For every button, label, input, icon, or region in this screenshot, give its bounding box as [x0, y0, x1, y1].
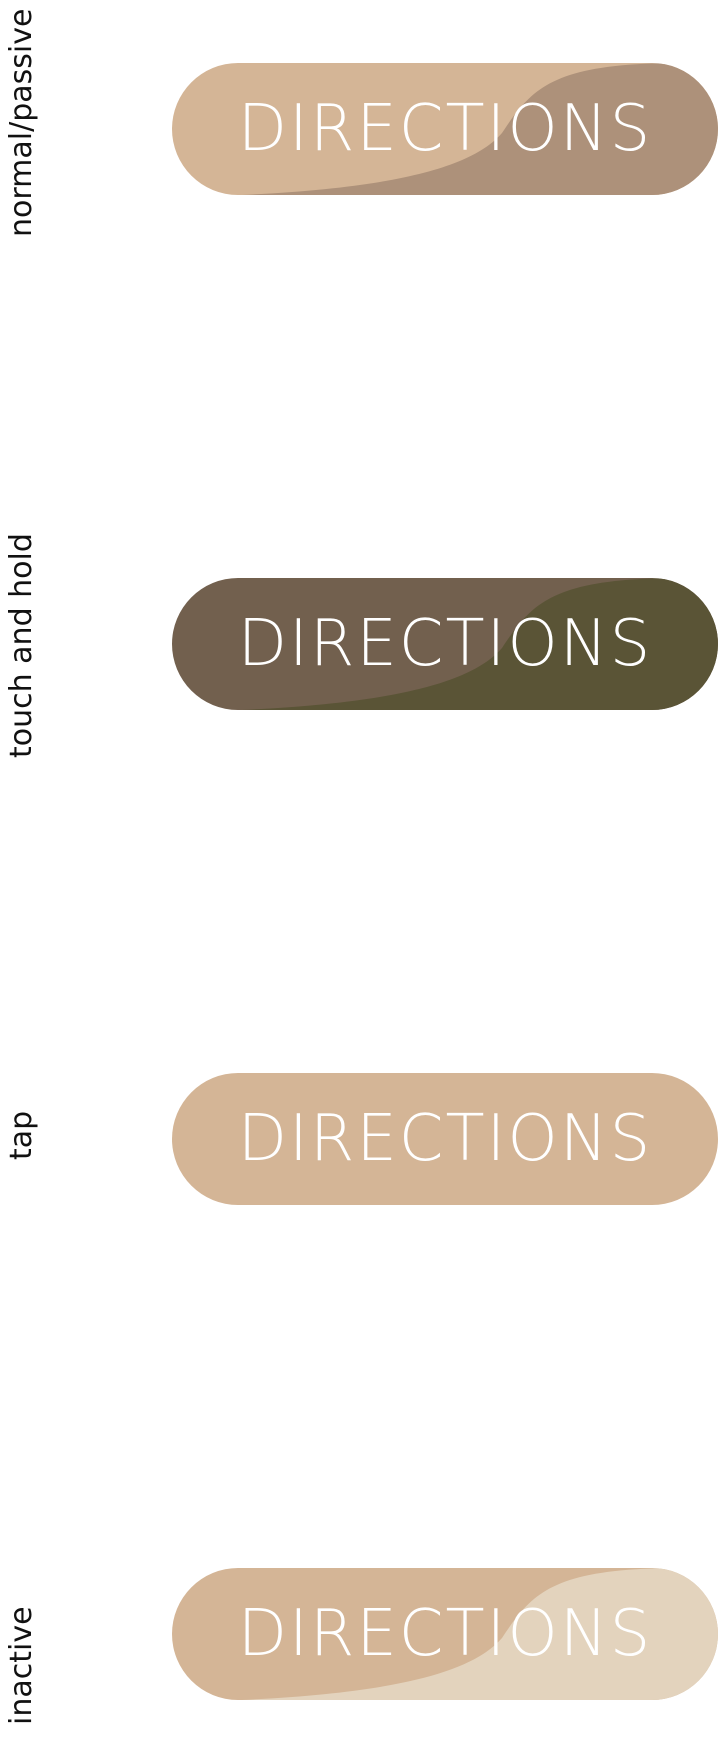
state-touch-and-hold: touch and hold DIRECTIONS	[0, 515, 718, 758]
directions-button[interactable]: DIRECTIONS	[172, 578, 718, 710]
state-label: tap	[4, 1110, 39, 1160]
directions-button[interactable]: DIRECTIONS	[172, 1568, 718, 1700]
state-label: normal/passive	[4, 8, 39, 237]
state-label: inactive	[4, 1606, 39, 1725]
state-label: touch and hold	[4, 533, 39, 758]
state-inactive: inactive DIRECTIONS	[0, 1505, 718, 1745]
button-label: DIRECTIONS	[237, 92, 653, 166]
button-swoosh-shape	[172, 63, 718, 195]
state-tap: tap DIRECTIONS	[0, 1010, 718, 1250]
directions-button[interactable]: DIRECTIONS	[172, 63, 718, 195]
directions-button[interactable]: DIRECTIONS	[172, 1073, 718, 1205]
button-swoosh-shape	[172, 1073, 718, 1205]
button-swoosh-shape	[172, 578, 718, 710]
state-normal-passive: normal/passive DIRECTIONS	[0, 0, 718, 240]
button-label: DIRECTIONS	[237, 1102, 653, 1176]
button-swoosh-shape	[172, 1568, 718, 1700]
button-label: DIRECTIONS	[237, 607, 653, 681]
button-label: DIRECTIONS	[237, 1597, 653, 1671]
